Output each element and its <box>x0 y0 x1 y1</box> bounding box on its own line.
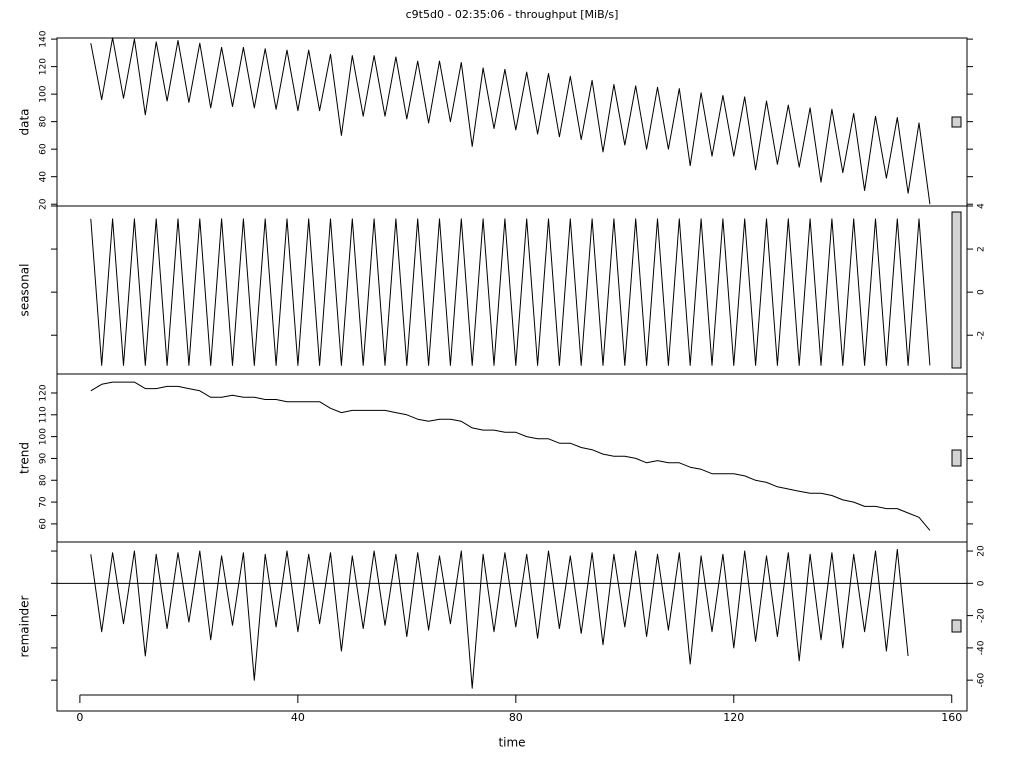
range-bar <box>951 211 962 369</box>
y-tick-label: 0 <box>977 289 987 295</box>
y-tick-label: 70 <box>39 496 49 508</box>
y-axis-label: seasonal <box>18 264 32 317</box>
y-tick-label: 4 <box>977 203 987 209</box>
y-tick-label: 90 <box>39 452 49 464</box>
y-tick-label: 2 <box>977 246 987 252</box>
x-tick-label: 120 <box>723 711 744 724</box>
y-tick-label: -40 <box>977 640 987 655</box>
y-tick-label: 120 <box>39 384 49 401</box>
y-tick-label: -60 <box>977 673 987 688</box>
y-tick-label: 110 <box>39 406 49 423</box>
y-tick-label: 120 <box>39 58 49 75</box>
x-tick-label: 40 <box>291 711 305 724</box>
y-tick-label: -2 <box>977 331 987 340</box>
x-tick-label: 160 <box>941 711 962 724</box>
y-tick-label: -20 <box>977 608 987 623</box>
y-tick-label: 80 <box>39 116 49 128</box>
x-tick-label: 80 <box>509 711 523 724</box>
y-axis-label: remainder <box>18 595 32 657</box>
y-tick-label: 100 <box>39 85 49 102</box>
series-line <box>90 218 931 366</box>
panel-frame <box>56 373 968 543</box>
y-tick-label: 0 <box>977 580 987 586</box>
x-axis-label: time <box>498 736 525 750</box>
series-line <box>90 381 931 531</box>
range-bar <box>951 619 962 633</box>
y-tick-label: 40 <box>39 171 49 183</box>
chart-title: c9t5d0 - 02:35:06 - throughput [MiB/s] <box>406 8 619 21</box>
panel-frame <box>56 541 968 712</box>
range-bar <box>951 449 962 467</box>
y-axis-label: data <box>18 108 32 135</box>
y-axis-label: trend <box>18 442 32 474</box>
y-tick-label: 60 <box>39 518 49 530</box>
y-tick-label: 20 <box>39 198 49 210</box>
y-tick-label: 100 <box>39 428 49 445</box>
series-line <box>90 548 909 689</box>
series-line <box>90 37 931 205</box>
y-tick-label: 80 <box>39 474 49 486</box>
range-bar <box>951 116 962 128</box>
y-tick-label: 20 <box>977 545 987 557</box>
x-tick-label: 0 <box>76 711 83 724</box>
y-tick-label: 60 <box>39 143 49 155</box>
y-tick-label: 140 <box>39 30 49 47</box>
